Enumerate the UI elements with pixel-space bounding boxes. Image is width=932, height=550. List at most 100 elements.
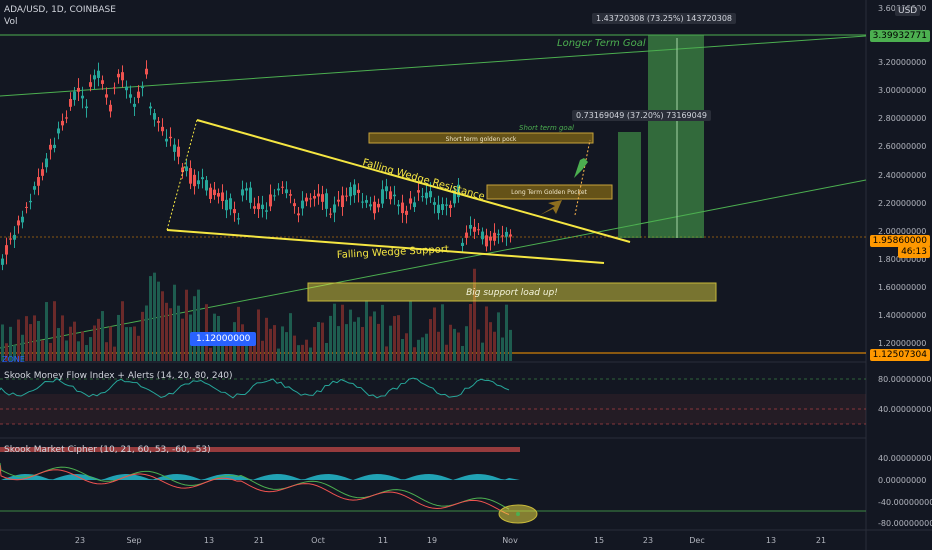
volume-bar: [329, 315, 332, 361]
candle-body: [449, 204, 452, 209]
market-cipher-tick: -40.00000000: [878, 498, 932, 507]
candle-body: [117, 73, 120, 78]
candle-body: [509, 234, 512, 237]
candle-body: [169, 136, 172, 139]
candle-body: [437, 204, 440, 214]
longer-term-goal-label: Longer Term Goal: [557, 38, 646, 49]
volume-bar: [453, 328, 456, 361]
volume-bar: [505, 304, 508, 361]
candle-body: [229, 198, 232, 210]
volume-bar: [293, 335, 296, 361]
money-flow-title[interactable]: Skook Money Flow Index + Alerts (14, 20,…: [4, 371, 233, 381]
volume-bar: [301, 344, 304, 361]
time-tick-label: 13: [204, 536, 214, 545]
uptrend-line-upper: [0, 35, 867, 97]
volume-bar: [37, 320, 40, 361]
money-flow-tick: 40.00000000: [878, 405, 931, 414]
volume-label: Vol: [4, 17, 18, 27]
candle-body: [329, 213, 332, 215]
volume-bar: [141, 311, 144, 361]
candle-body: [113, 87, 116, 89]
candle-body: [321, 194, 324, 202]
volume-bar: [69, 326, 72, 361]
candle-body: [65, 117, 68, 119]
volume-bar: [125, 327, 128, 361]
price-tick-label: 1.20000000: [878, 339, 926, 348]
breakout-arrow: [540, 200, 562, 215]
volume-bar: [509, 329, 512, 361]
volume-bar: [117, 314, 120, 361]
time-tick-label: 13: [766, 536, 776, 545]
longer-term-measure: 1.43720308 (73.25%) 143720308: [592, 13, 736, 24]
candle-body: [89, 82, 92, 87]
candle-body: [413, 202, 416, 208]
volume-bar: [265, 317, 268, 361]
volume-bar: [45, 302, 48, 361]
volume-bar: [433, 307, 436, 361]
volume-bar: [177, 305, 180, 361]
candle-body: [281, 186, 284, 188]
time-tick-label: 15: [594, 536, 604, 545]
volume-bar: [105, 342, 108, 361]
candle-body: [97, 70, 100, 78]
volume-bar: [33, 315, 36, 361]
candle-body: [133, 103, 136, 107]
volume-bar: [149, 276, 152, 361]
volume-bar: [401, 338, 404, 361]
volume-bar: [273, 325, 276, 361]
candle-body: [209, 187, 212, 199]
candle-body: [149, 106, 152, 109]
candle-body: [185, 166, 188, 172]
volume-bar: [313, 327, 316, 361]
support-callout: 1.12000000: [190, 332, 257, 346]
candle-body: [93, 75, 96, 80]
price-tick-label: 2.20000000: [878, 199, 926, 208]
candle-body: [473, 226, 476, 232]
volume-bar: [41, 340, 44, 361]
big-support-label: Big support load up!: [466, 288, 558, 298]
market-cipher-tick: -80.00000000: [878, 519, 932, 528]
candle-body: [409, 198, 412, 204]
volume-bar: [161, 291, 164, 361]
volume-bar: [93, 325, 96, 361]
volume-bar: [405, 333, 408, 361]
candle-body: [341, 195, 344, 208]
volume-bar: [113, 346, 116, 361]
candle-body: [317, 193, 320, 197]
wedge-support-line: [166, 229, 605, 264]
volume-bar: [413, 347, 416, 361]
candle-body: [109, 104, 112, 112]
market-cipher-title[interactable]: Skook Market Cipher (10, 21, 60, 53, -60…: [4, 445, 211, 455]
wedge-resistance-line: [196, 119, 631, 243]
candle-body: [161, 126, 164, 132]
candle-body: [9, 238, 12, 240]
volume-bar: [457, 332, 460, 361]
price-tick-label: 1.80000000: [878, 255, 926, 264]
short-term-goal-label: Short term goal: [519, 124, 574, 132]
volume-bar: [129, 327, 132, 361]
candle-body: [69, 99, 72, 107]
volume-bar: [425, 333, 428, 361]
candle-body: [81, 95, 84, 99]
candle-body: [1, 258, 4, 265]
candle-body: [201, 177, 204, 180]
volume-bar: [121, 301, 124, 361]
candle-body: [389, 191, 392, 200]
candle-body: [465, 232, 468, 238]
candle-body: [129, 94, 132, 98]
volume-bar: [57, 328, 60, 361]
currency-badge[interactable]: USD: [895, 6, 921, 16]
time-tick-label: 21: [816, 536, 826, 545]
candle-body: [53, 144, 56, 149]
candle-body: [41, 169, 44, 176]
candle-body: [217, 193, 220, 197]
volume-bar: [421, 337, 424, 361]
candle-body: [429, 191, 432, 198]
countdown-tag: 46:13: [898, 246, 930, 258]
candle-body: [313, 195, 316, 199]
candle-body: [73, 91, 76, 100]
support-price-tag: 1.12507304: [869, 349, 930, 361]
price-tick-label: 3.00000000: [878, 86, 926, 95]
candle-body: [501, 235, 504, 237]
